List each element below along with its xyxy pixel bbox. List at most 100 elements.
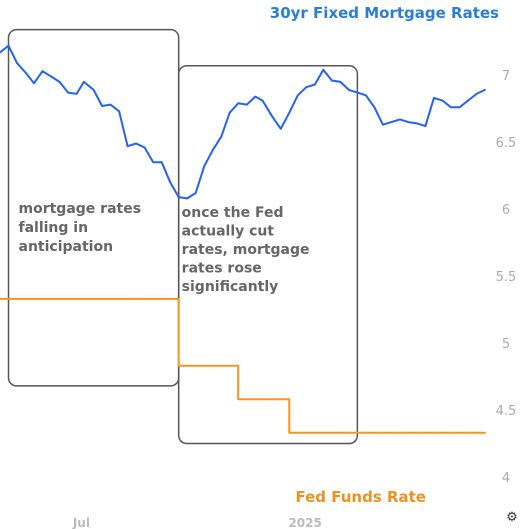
fed-funds-point xyxy=(365,431,367,434)
mortgage-rate-point xyxy=(450,106,452,109)
mortgage-rate-point xyxy=(313,83,316,86)
mortgage-rate-point xyxy=(169,181,172,184)
mortgage-rate-point xyxy=(390,121,393,123)
fed-funds-point xyxy=(109,298,112,300)
mortgage-rate-point xyxy=(356,91,359,94)
fed-funds-point xyxy=(382,431,384,434)
mortgage-rate-point xyxy=(339,81,342,83)
fed-funds-point xyxy=(441,431,444,434)
annotation-text: once the Fed actually cut rates, mortgage r… xyxy=(182,205,310,295)
fed-funds-point xyxy=(75,298,78,300)
mortgage-rate-point xyxy=(83,81,85,83)
fed-funds-point xyxy=(33,298,35,300)
fed-funds-point xyxy=(211,364,214,367)
mortgage-rate-point xyxy=(41,70,44,73)
fed-funds-point xyxy=(271,398,274,401)
annotation-box xyxy=(177,65,359,445)
mortgage-rate-point xyxy=(296,94,299,97)
fed-funds-point xyxy=(279,398,282,401)
fed-funds-point xyxy=(450,431,452,434)
mortgage-rate-point xyxy=(75,93,78,95)
mortgage-rate-point xyxy=(382,123,384,126)
mortgage-series-title: 30yr Fixed Mortgage Rates xyxy=(270,4,499,22)
fed-funds-point xyxy=(126,298,129,300)
fed-funds-point xyxy=(261,398,264,401)
mortgage-rate-point xyxy=(433,97,435,99)
mortgage-rate-point xyxy=(458,106,461,109)
mortgage-rate-point xyxy=(330,79,333,82)
mortgage-rate-point xyxy=(228,111,231,114)
fed-funds-point xyxy=(0,298,1,300)
mortgage-rate-point xyxy=(237,102,240,105)
fed-funds-point xyxy=(416,431,418,434)
y-tick-label: 5.5 xyxy=(496,270,517,285)
fed-funds-point xyxy=(92,298,95,300)
mortgage-rate-point xyxy=(33,82,35,85)
mortgage-rate-point xyxy=(186,197,189,200)
mortgage-rate-point xyxy=(484,89,486,91)
mortgage-rate-point xyxy=(58,81,61,83)
mortgage-rate-point xyxy=(177,196,180,199)
fed-funds-point xyxy=(313,431,316,434)
fed-funds-point xyxy=(296,431,299,434)
y-tick-label: 4.5 xyxy=(496,404,517,419)
mortgage-rate-point xyxy=(24,71,27,74)
fed-funds-point xyxy=(41,298,44,300)
mortgage-rate-point xyxy=(67,91,69,94)
mortgage-rate-point xyxy=(407,121,410,123)
y-tick-label: 7 xyxy=(502,69,510,84)
fed-funds-point xyxy=(339,431,342,434)
mortgage-rate-point xyxy=(288,111,291,114)
fed-funds-point xyxy=(348,431,350,434)
mortgage-rate-point xyxy=(211,149,214,152)
fed-funds-point xyxy=(228,364,231,367)
mortgage-rate-point xyxy=(135,142,138,145)
mortgage-rate-point xyxy=(441,99,444,102)
fed-funds-point xyxy=(118,298,120,300)
fed-funds-point xyxy=(203,364,206,367)
mortgage-rate-point xyxy=(0,51,1,54)
fed-funds-point xyxy=(424,431,427,434)
y-tick-label: 4 xyxy=(502,471,510,486)
fed-funds-point xyxy=(237,398,240,401)
fed-funds-point xyxy=(220,364,223,367)
fed-funds-point xyxy=(169,298,172,300)
y-tick-label: 6 xyxy=(502,203,510,218)
fed-funds-point xyxy=(7,298,10,300)
mortgage-rate-point xyxy=(365,94,367,97)
x-tick-label: 2025 xyxy=(288,516,321,529)
mortgage-rate-line xyxy=(0,44,486,200)
mortgage-rate-point xyxy=(118,110,120,113)
mortgage-rate-point xyxy=(279,127,282,130)
fed-funds-point xyxy=(467,431,469,434)
fed-funds-point xyxy=(177,364,180,367)
mortgage-rate-point xyxy=(109,103,112,106)
fed-funds-point xyxy=(484,431,486,434)
mortgage-rate-point xyxy=(50,75,52,78)
mortgage-rate-point xyxy=(261,99,264,102)
fed-funds-point xyxy=(356,431,359,434)
mortgage-rate-point xyxy=(254,95,257,98)
fed-funds-point xyxy=(390,431,393,434)
y-tick-label: 6.5 xyxy=(496,136,517,151)
mortgage-rate-point xyxy=(92,89,95,91)
mortgage-rate-point xyxy=(322,68,325,71)
mortgage-rate-point xyxy=(416,122,418,125)
mortgage-rate-point xyxy=(245,103,248,106)
fed-funds-point xyxy=(373,431,376,434)
fed-funds-point xyxy=(16,298,18,300)
y-tick-label: 5 xyxy=(502,337,510,352)
fed-funds-point xyxy=(101,298,103,300)
mortgage-rate-point xyxy=(160,161,163,164)
fed-funds-point xyxy=(194,364,197,367)
fed-funds-point xyxy=(58,298,61,300)
mortgage-rate-point xyxy=(203,165,206,168)
mortgage-rate-point xyxy=(126,145,129,148)
fed-funds-point xyxy=(83,298,85,300)
fed-funds-point xyxy=(305,431,308,434)
mortgage-rate-point xyxy=(305,86,308,89)
settings-icon[interactable]: ⚙ xyxy=(506,510,518,525)
fed-funds-point xyxy=(24,298,27,300)
mortgage-rate-point xyxy=(271,115,274,118)
